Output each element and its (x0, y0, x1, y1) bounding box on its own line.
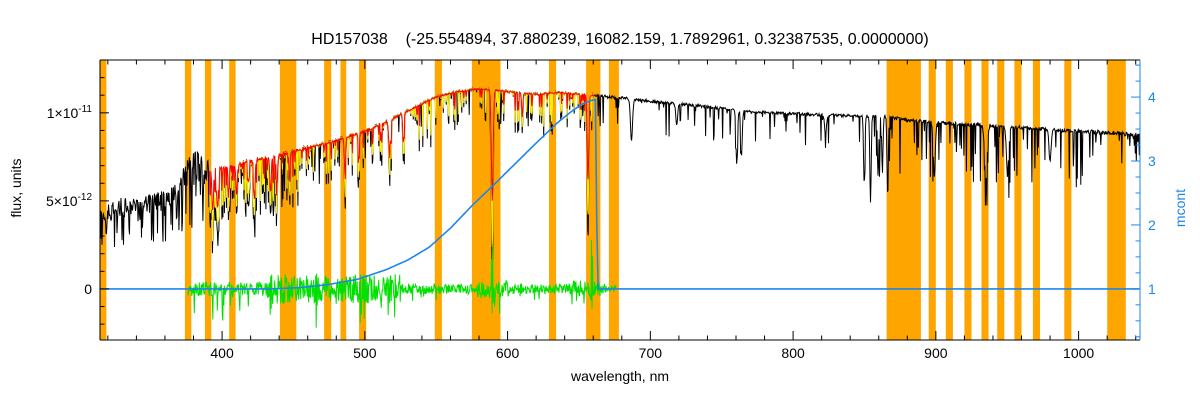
masked-band (1032, 60, 1040, 340)
masked-bands (100, 60, 1126, 340)
x-tick-label: 600 (496, 345, 520, 361)
masked-band (549, 60, 557, 340)
observed-spectrum-line (100, 86, 1140, 275)
masked-band (997, 60, 1005, 340)
masked-band (928, 60, 936, 340)
x-tick-label: 1000 (1063, 345, 1094, 361)
y-left-tick-label: 0 (84, 281, 92, 297)
y-left-axis-label: flux, units (8, 158, 24, 218)
masked-band (945, 60, 953, 340)
masked-band (434, 60, 442, 340)
masked-band (608, 60, 619, 340)
y-right-tick-label: 2 (1148, 217, 1156, 233)
axes: 400 500 600 700 800 900 1000 0 5×10-12 1×10-11 1 2 3… (46, 59, 1156, 361)
x-tick-label: 500 (353, 345, 377, 361)
masked-band (964, 60, 972, 340)
residual-line (187, 239, 617, 328)
y-right-tick-label: 4 (1148, 89, 1156, 105)
x-tick-label: 400 (210, 345, 234, 361)
masked-band (886, 60, 921, 340)
x-tick-label: 800 (781, 345, 805, 361)
y-right-tick-label: 3 (1148, 153, 1156, 169)
y-left-tick-label: 1×10-11 (47, 104, 93, 121)
masked-band (1107, 60, 1126, 340)
masked-band (1064, 60, 1072, 340)
y-left-tick-label: 5×10-12 (46, 192, 92, 209)
x-tick-label: 900 (924, 345, 948, 361)
masked-band (229, 60, 236, 340)
masked-band (324, 60, 332, 340)
masked-band (279, 60, 297, 340)
masked-band (340, 60, 347, 340)
series (100, 86, 1140, 328)
mcont-line (100, 98, 1140, 290)
masked-band (1014, 60, 1022, 340)
masked-band (100, 60, 107, 340)
masked-band (359, 60, 367, 340)
y-right-tick-label: 1 (1148, 281, 1156, 297)
x-tick-label: 700 (639, 345, 663, 361)
masked-band (204, 60, 212, 340)
x-axis-label: wavelength, nm (570, 368, 670, 384)
chart-title: HD157038 (-25.554894, 37.880239, 16082.1… (311, 31, 929, 48)
masked-band (184, 60, 192, 340)
y-right-axis-label: mcont (1172, 188, 1188, 228)
fitted-spectrum-line (208, 87, 595, 211)
